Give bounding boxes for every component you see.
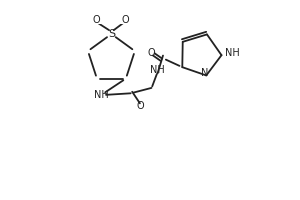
Text: O: O [148,48,155,58]
Text: NH: NH [150,65,165,75]
Text: O: O [122,15,129,25]
Text: N: N [201,68,208,78]
Text: NH: NH [94,90,109,100]
Text: O: O [92,15,100,25]
Text: NH: NH [225,48,240,58]
Text: O: O [136,101,144,111]
Text: S: S [108,29,115,39]
